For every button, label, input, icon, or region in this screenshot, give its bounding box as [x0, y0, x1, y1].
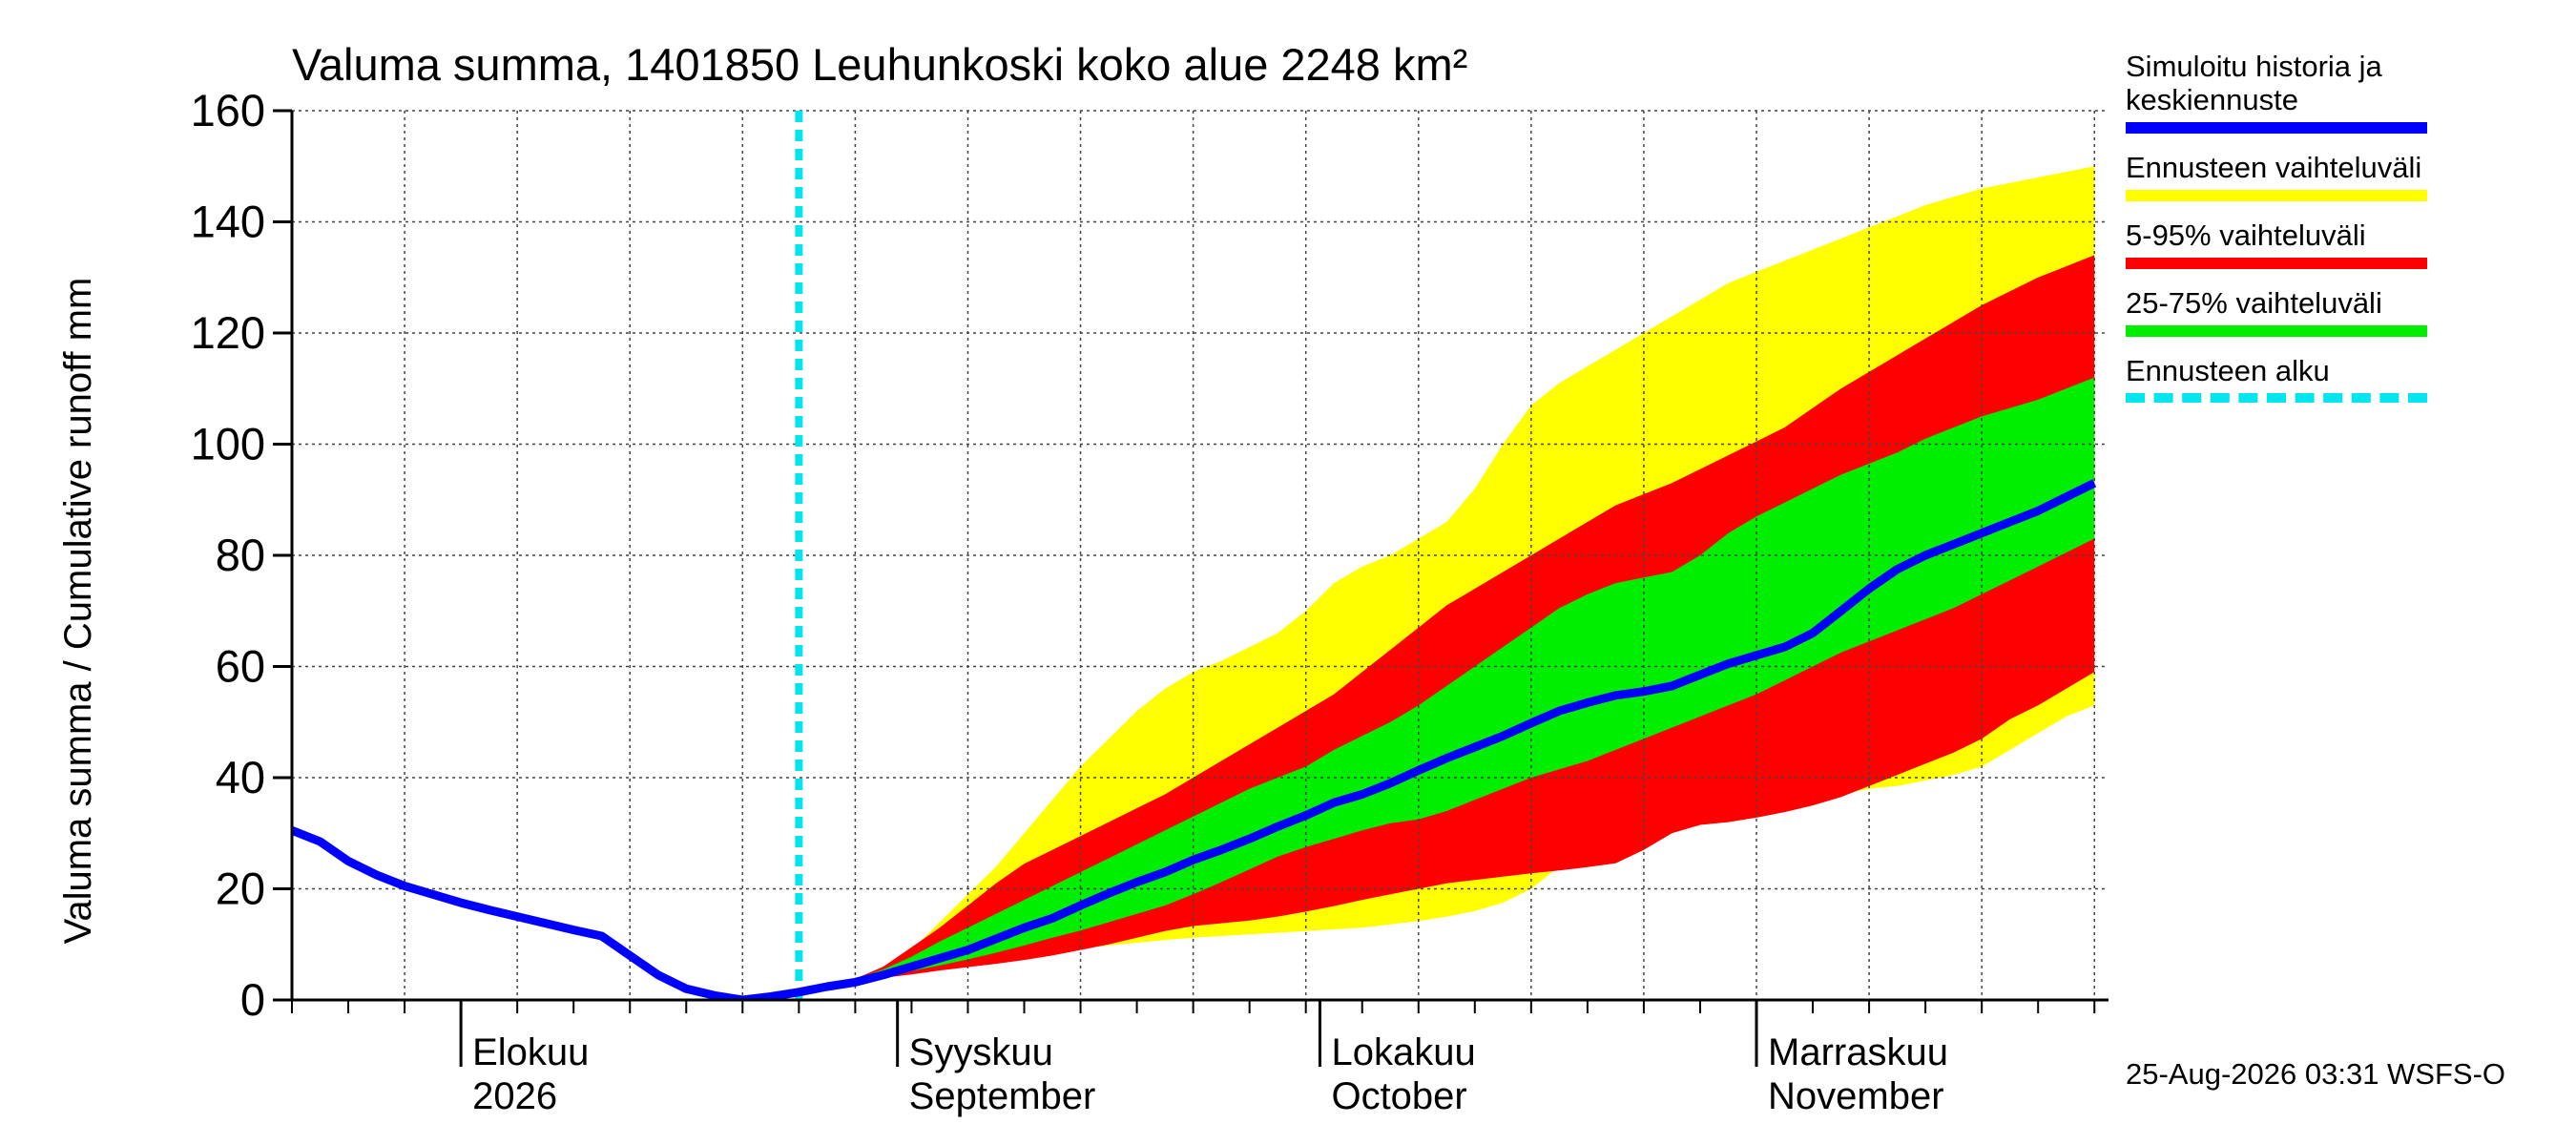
- mean-series-line: [292, 479, 2097, 1000]
- axes: [273, 109, 2109, 1067]
- legend-label-5-95: 5-95% vaihteluväli: [2126, 219, 2366, 252]
- x-month-label-2: 2026: [472, 1075, 557, 1117]
- y-tick-label: 40: [216, 752, 265, 802]
- legend-item-forecast-start: Ennusteen alku: [2126, 354, 2441, 403]
- legend-item-5-95: 5-95% vaihteluväli: [2126, 219, 2441, 269]
- x-month-label: Lokakuu: [1331, 1031, 1475, 1073]
- y-tick-label: 140: [191, 197, 265, 247]
- series-lines: [292, 111, 2097, 1000]
- legend-label-mean: Simuloitu historia ja: [2126, 50, 2382, 83]
- legend-label-range: Ennusteen vaihteluväli: [2126, 151, 2422, 184]
- x-month-label-2: October: [1331, 1075, 1466, 1117]
- legend-label-forecast-start: Ennusteen alku: [2126, 354, 2330, 387]
- legend-swatch-5-95: [2126, 258, 2427, 269]
- timestamp-footer: 25-Aug-2026 03:31 WSFS-O: [2126, 1057, 2506, 1091]
- legend: Simuloitu historia ja keskiennuste Ennus…: [2126, 50, 2441, 420]
- chart-title: Valuma summa, 1401850 Leuhunkoski koko a…: [292, 39, 1467, 90]
- legend-swatch-25-75: [2126, 325, 2427, 337]
- legend-swatch-forecast-start: [2126, 393, 2427, 403]
- y-tick-label: 100: [191, 419, 265, 469]
- y-tick-label: 120: [191, 307, 265, 358]
- legend-item-25-75: 25-75% vaihteluväli: [2126, 286, 2441, 337]
- legend-label-mean-2: keskiennuste: [2126, 83, 2298, 116]
- y-tick-label: 80: [216, 530, 265, 580]
- x-month-label: Elokuu: [472, 1031, 589, 1073]
- y-tick-label: 0: [240, 974, 265, 1025]
- legend-item-mean: Simuloitu historia ja keskiennuste: [2126, 50, 2441, 134]
- legend-item-range: Ennusteen vaihteluväli: [2126, 151, 2441, 201]
- x-month-label: Marraskuu: [1768, 1031, 1948, 1073]
- x-month-label-2: November: [1768, 1075, 1944, 1117]
- grid-lines: [292, 110, 2109, 1000]
- y-axis-label: Valuma summa / Cumulative runoff mm: [57, 278, 99, 945]
- y-tick-label: 160: [191, 85, 265, 135]
- x-month-label-2: September: [909, 1075, 1096, 1117]
- legend-label-25-75: 25-75% vaihteluväli: [2126, 286, 2382, 320]
- y-tick-label: 60: [216, 641, 265, 692]
- legend-swatch-mean: [2126, 122, 2427, 134]
- legend-swatch-range: [2126, 190, 2427, 201]
- x-month-label: Syyskuu: [909, 1031, 1053, 1073]
- y-tick-label: 20: [216, 864, 265, 914]
